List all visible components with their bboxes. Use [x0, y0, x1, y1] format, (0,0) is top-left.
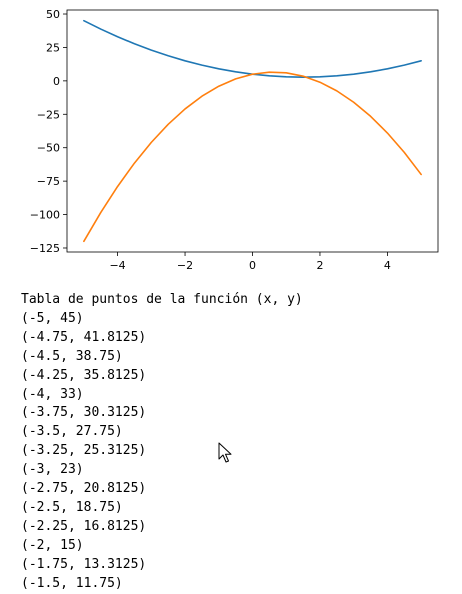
console-point-line: (-1.75, 13.3125) [21, 556, 147, 572]
console-point-line: (-2, 15) [21, 537, 84, 553]
console-point-line: (-4, 33) [21, 386, 84, 402]
series-line-1 [83, 71, 422, 243]
console-point-line: (-4.5, 38.75) [21, 348, 123, 364]
console-point-line: (-2.25, 16.8125) [21, 518, 147, 534]
console-point-line: (-4.75, 41.8125) [21, 329, 147, 345]
chart-svg: −4 −2 0 2 4 50 25 0 −25 −50 −75 −100 −125 [30, 8, 439, 272]
y-tick-label: 0 [53, 75, 60, 88]
console-point-line: (-2.75, 20.8125) [21, 481, 147, 497]
console-point-line: (-3.25, 25.3125) [21, 443, 147, 459]
series-line-0 [83, 19, 422, 78]
x-tick-label: 0 [249, 259, 256, 272]
x-tick-label: −2 [177, 259, 193, 272]
y-tick-label: −50 [37, 142, 60, 155]
arrow-cursor-icon [218, 442, 232, 463]
y-tick-label: −75 [37, 175, 60, 188]
y-tick-label: −125 [30, 242, 60, 255]
console-heading-line: Tabla de puntos de la función (x, y) [21, 292, 303, 307]
console-point-line: (-3, 23) [21, 462, 84, 478]
console-point-line: (-2.5, 18.75) [21, 499, 123, 515]
x-tick-label: 4 [384, 259, 391, 272]
x-tick-label: −4 [109, 259, 125, 272]
console-point-line: (-1.5, 11.75) [21, 575, 123, 591]
console-point-line: (-4.25, 35.8125) [21, 367, 147, 383]
y-tick-label: −100 [30, 209, 60, 222]
plot-frame [66, 9, 439, 253]
y-tick-label: −25 [37, 108, 60, 121]
y-tick-label: 25 [46, 41, 60, 54]
y-tick-label: 50 [46, 8, 60, 21]
function-plot: −4 −2 0 2 4 50 25 0 −25 −50 −75 −100 −125 [0, 0, 462, 280]
x-tick-label: 2 [316, 259, 323, 272]
console-point-line: (-3.75, 30.3125) [21, 405, 147, 421]
console-point-line: (-3.5, 27.75) [21, 424, 123, 440]
console-output: Tabla de puntos de la función (x, y) (-5,… [21, 291, 303, 594]
console-point-line: (-5, 45) [21, 310, 84, 326]
